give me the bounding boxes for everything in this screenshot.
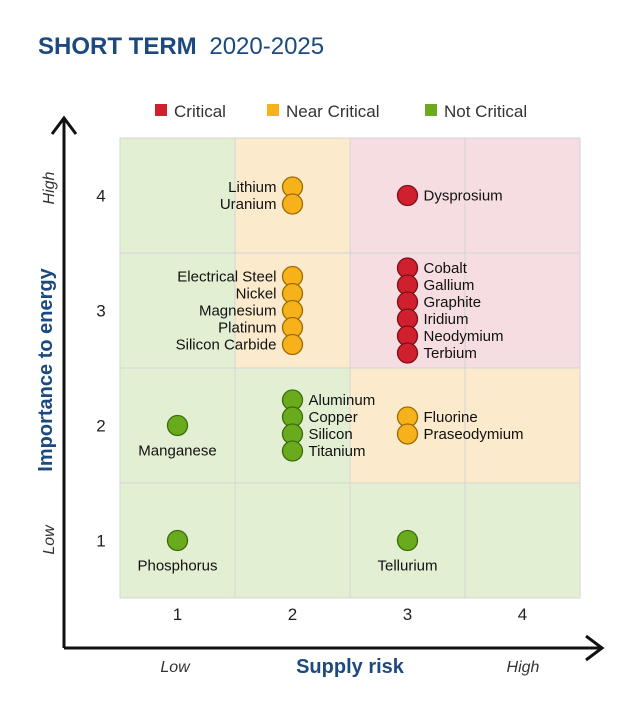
point-label-silicon-carbide: Silicon Carbide [176, 337, 277, 354]
point-label-fluorine: Fluorine [424, 409, 478, 426]
zone-cell-2-1 [234, 482, 351, 599]
y-tick-label: 1 [96, 532, 105, 551]
point-label-manganese: Manganese [138, 443, 216, 460]
point-label-phosphorus: Phosphorus [137, 558, 217, 575]
zone-grid [119, 137, 581, 599]
x-tick-label: 2 [288, 605, 297, 624]
point-label-lithium: Lithium [228, 179, 276, 196]
point-label-silicon: Silicon [309, 426, 353, 443]
y-tick-label: 3 [96, 302, 105, 321]
zone-cell-4-3 [464, 252, 581, 369]
y-tick-label: 4 [96, 187, 105, 206]
point-phosphorus [166, 529, 189, 552]
point-label-dysprosium: Dysprosium [424, 188, 503, 205]
point-label-uranium: Uranium [220, 196, 277, 213]
point-label-aluminum: Aluminum [309, 392, 376, 409]
chart-title-bold: SHORT TERM [38, 33, 197, 60]
legend: Critical Near Critical Not Critical [155, 102, 527, 121]
point-titanium [281, 440, 304, 462]
point-label-copper: Copper [309, 409, 358, 426]
legend-near-critical-label: Near Critical [286, 102, 380, 121]
x-tick-label: 1 [173, 605, 182, 624]
zone-cell-1-4 [119, 137, 236, 254]
point-silicon-carbide [281, 333, 304, 356]
point-label-graphite: Graphite [424, 294, 482, 311]
axes [50, 115, 605, 662]
legend-critical-swatch [155, 104, 167, 116]
legend-near-critical-swatch [267, 104, 279, 116]
point-tellurium [396, 529, 419, 552]
point-label-praseodymium: Praseodymium [424, 426, 524, 443]
x-axis-title: Supply risk [296, 656, 405, 678]
y-tick-label: 2 [96, 417, 105, 436]
y-axis-title: Importance to energy [35, 267, 57, 471]
x-tick-label: 3 [403, 605, 412, 624]
point-label-terbium: Terbium [424, 345, 477, 362]
y-axis-high-label: High [41, 171, 58, 204]
point-uranium [281, 193, 304, 215]
point-label-titanium: Titanium [309, 443, 366, 460]
point-label-gallium: Gallium [424, 277, 475, 294]
legend-critical-label: Critical [174, 102, 226, 121]
legend-not-critical-label: Not Critical [444, 102, 527, 121]
x-axis-high-label: High [507, 659, 540, 676]
point-dysprosium [396, 184, 419, 207]
y-tick-labels: 1 2 3 4 [96, 187, 105, 551]
x-axis-arrow-icon [585, 634, 605, 662]
y-axis-arrow-icon [50, 115, 78, 135]
point-label-neodymium: Neodymium [424, 328, 504, 345]
x-tick-labels: 1 2 3 4 [173, 605, 527, 624]
x-tick-label: 4 [518, 605, 527, 624]
point-label-cobalt: Cobalt [424, 260, 468, 277]
chart-title-years: 2020-2025 [209, 33, 324, 60]
x-axis-low-label: Low [160, 659, 191, 676]
zone-cell-4-2 [464, 367, 581, 484]
chart-title: SHORT TERM 2020-2025 [38, 33, 324, 60]
zone-cell-4-4 [464, 137, 581, 254]
y-axis-low-label: Low [41, 524, 58, 555]
point-label-iridium: Iridium [424, 311, 469, 328]
point-label-platinum: Platinum [218, 320, 276, 337]
legend-not-critical-swatch [425, 104, 437, 116]
point-terbium [396, 342, 419, 364]
point-label-tellurium: Tellurium [377, 558, 437, 575]
point-label-electrical-steel: Electrical Steel [177, 269, 276, 286]
point-label-magnesium: Magnesium [199, 303, 277, 320]
point-label-nickel: Nickel [236, 286, 277, 303]
zone-cell-4-1 [464, 482, 581, 599]
point-manganese [166, 414, 189, 437]
point-praseodymium [396, 423, 419, 445]
zone-cell-1-3 [119, 252, 236, 369]
